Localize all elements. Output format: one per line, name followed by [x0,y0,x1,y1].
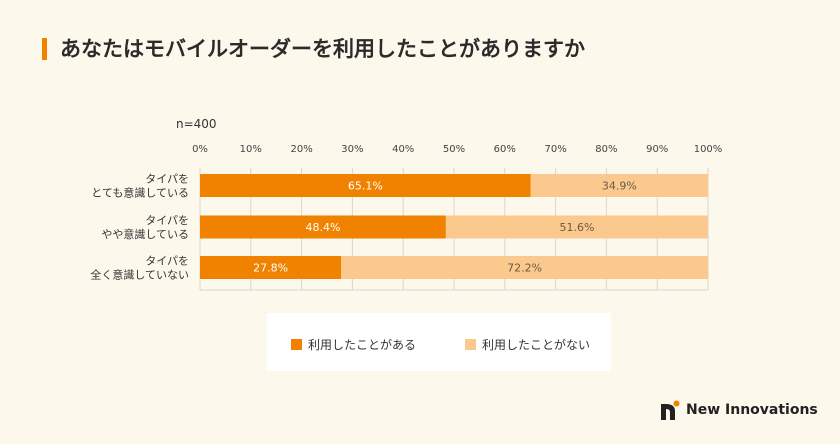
x-tick-label: 100% [694,144,723,155]
category-label: タイパを [145,173,189,186]
data-label: 34.9% [602,180,637,193]
category-label: タイパを [145,255,189,268]
legend-label-not-used: 利用したことがない [482,338,591,352]
logo-text: New Innovations [686,402,818,418]
x-tick-label: 60% [494,144,516,155]
data-label: 51.6% [559,221,594,234]
bar-segment [530,174,708,197]
x-tick-label: 70% [544,144,566,155]
bar-segment [200,256,342,279]
legend-swatch-used [291,339,302,350]
legend-item-not-used: 利用したことがない [465,336,590,353]
bar-segment [445,215,708,239]
legend-item-used: 利用したことがある [291,336,416,353]
x-tick-label: 10% [240,144,262,155]
legend-label-used: 利用したことがある [308,338,417,352]
bar-segment [200,215,446,239]
data-label: 72.2% [507,262,542,275]
sample-size-label: n=400 [176,117,217,131]
x-tick-label: 50% [443,144,465,155]
x-tick-label: 40% [392,144,414,155]
data-label: 27.8% [253,262,288,275]
legend: 利用したことがある 利用したことがない [267,313,611,371]
title-accent-bar [42,38,47,60]
x-tick-label: 0% [192,144,208,155]
new-innovations-logo-icon [661,400,680,420]
bar-segment [200,174,531,197]
category-label: タイパを [145,214,189,227]
category-label: やや意識している [101,227,189,241]
x-tick-label: 20% [290,144,312,155]
category-label: とても意識している [91,186,189,200]
bar-segment [341,256,708,279]
category-label: 全く意識していない [90,268,189,282]
x-tick-label: 80% [595,144,617,155]
chart-title: あなたはモバイルオーダーを利用したことがありますか [60,37,585,61]
data-label: 48.4% [305,221,340,234]
company-logo: New Innovations [660,400,818,420]
x-tick-label: 90% [646,144,668,155]
x-tick-label: 30% [341,144,363,155]
legend-swatch-not-used [465,339,476,350]
data-label: 65.1% [348,180,383,193]
